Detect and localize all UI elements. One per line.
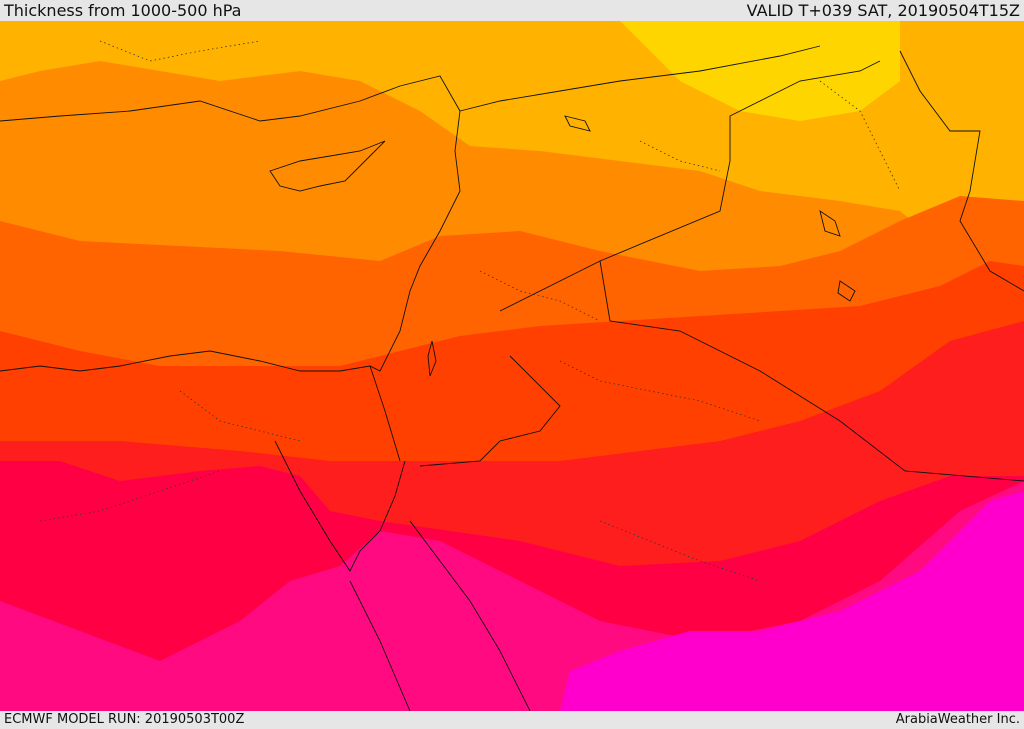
province-boundaries [39,40,901,582]
lake-razazah [837,280,856,302]
persian-gulf-coast [899,50,1024,292]
valid-time-label: VALID T+039 SAT, 20190504T15Z [746,1,1020,20]
credit-label: ArabiaWeather Inc. [895,712,1020,727]
lake-tharthar [819,209,841,237]
jordan-east-border [419,355,561,467]
model-run-label: ECMWF MODEL RUN: 20190503T00Z [4,712,245,727]
saudi-iraq-border [599,260,1024,482]
map-canvas [0,21,1024,711]
red-sea-east-coast [409,520,531,711]
red-sea-west-coast [349,580,411,711]
dead-sea [427,340,437,377]
egypt-israel-border [369,365,401,462]
thickness-map [0,21,1024,711]
jordan-saudi-border [499,60,881,312]
footer-bar: ECMWF MODEL RUN: 20190503T00Z ArabiaWeat… [0,711,1024,729]
band-9 [560,491,1024,711]
gulf-of-suez [274,440,406,572]
cyprus-outline [269,140,386,192]
levant-coast [0,75,461,372]
title-bar: Thickness from 1000-500 hPa VALID T+039 … [0,0,1024,21]
map-title: Thickness from 1000-500 hPa [4,1,242,20]
lake-assad [564,115,591,132]
coastlines [0,45,1024,711]
turkey-syria-border [459,45,821,112]
band-1 [620,21,900,121]
